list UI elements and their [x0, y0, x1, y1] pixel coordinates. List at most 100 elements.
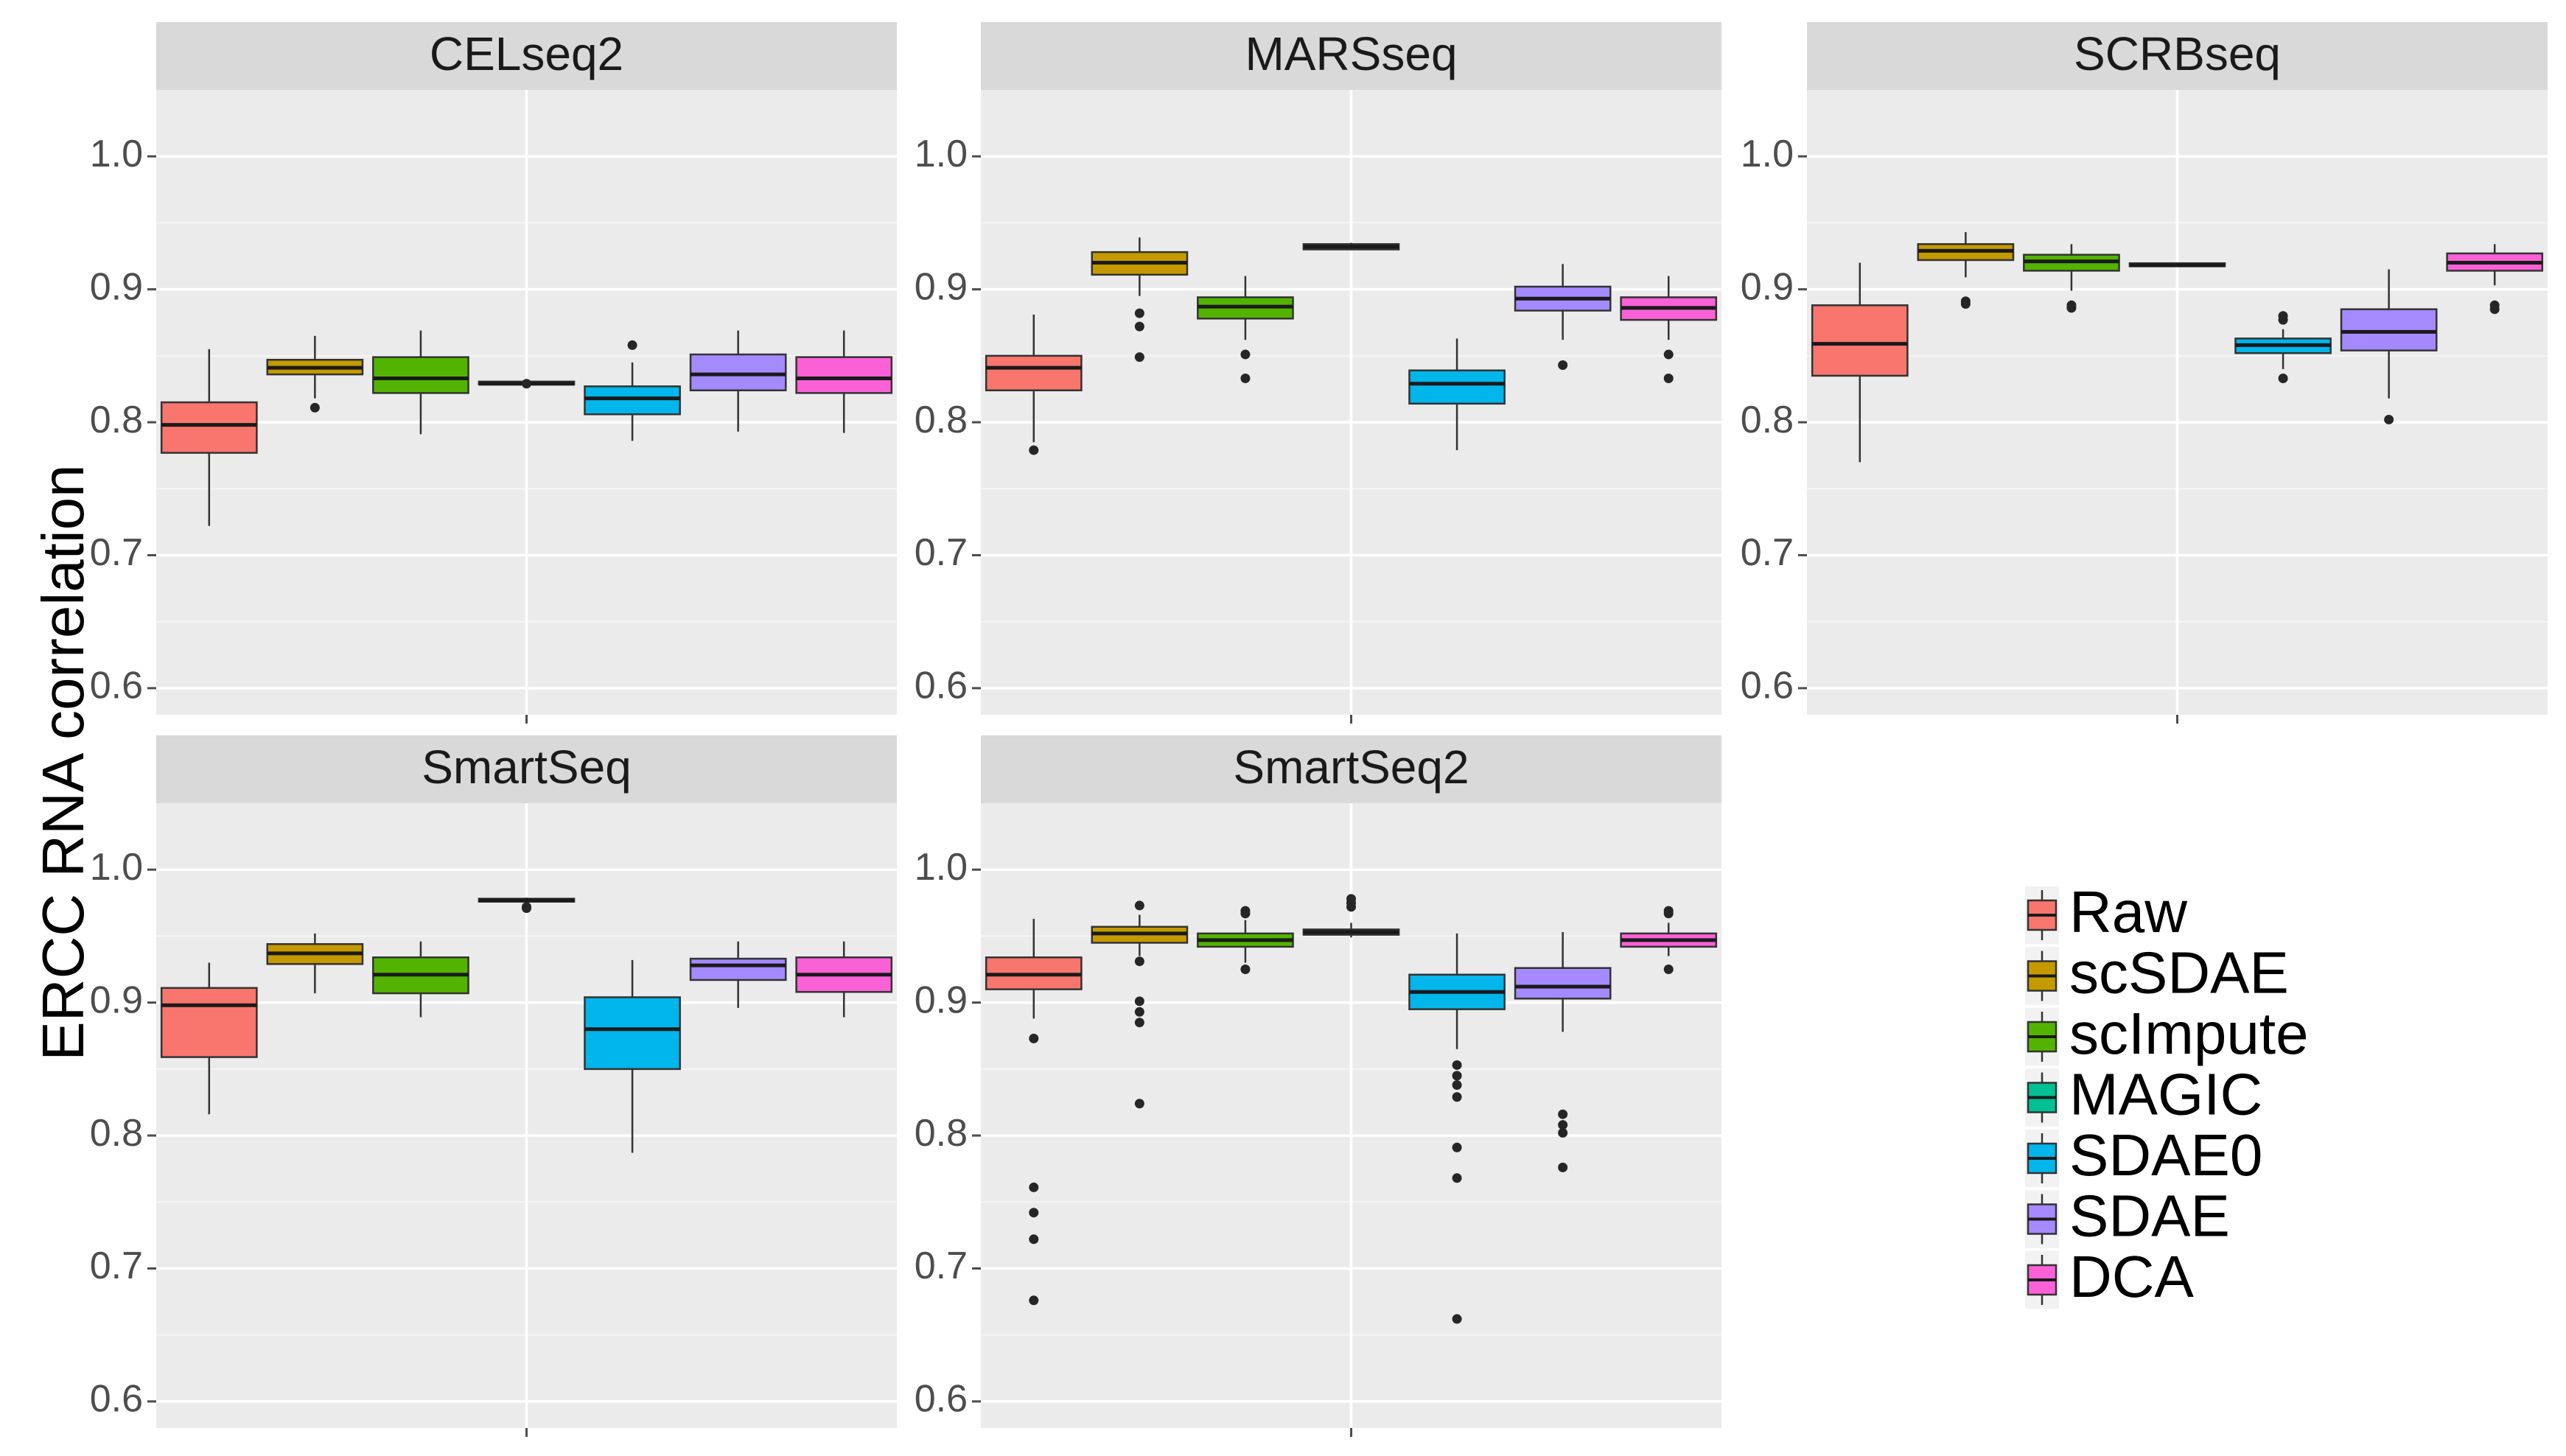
panel-strip	[156, 735, 897, 803]
box-iqr	[985, 354, 1083, 392]
legend-label: DCA	[2069, 1244, 2195, 1309]
outlier-point	[1240, 909, 1251, 919]
outlier-point	[1558, 1109, 1568, 1119]
box-sdae	[2340, 269, 2438, 424]
outlier-point	[1134, 900, 1144, 911]
panel-smartseq2: SmartSeq2 0.6 0.7 0.8 0.9 1.0	[915, 735, 1721, 1437]
box-raw	[160, 962, 258, 1115]
outlier-point	[1134, 1007, 1144, 1017]
outlier-point	[627, 340, 637, 350]
legend-label: scSDAE	[2069, 940, 2289, 1006]
outlier-point	[1663, 349, 1674, 360]
outlier-point	[1134, 308, 1144, 318]
box-iqr	[1408, 369, 1506, 405]
panel-title: SmartSeq2	[1233, 741, 1469, 794]
outlier-point	[1452, 1173, 1462, 1183]
y-tick-label: 0.6	[1741, 665, 1794, 707]
outlier-point	[1558, 1127, 1568, 1138]
box-magic	[1302, 894, 1400, 938]
outlier-point	[1663, 374, 1674, 384]
box-magic	[2128, 262, 2226, 267]
outlier-point	[1240, 374, 1251, 384]
legend-item-scsdae: scSDAE	[2025, 940, 2289, 1006]
box-iqr	[795, 356, 893, 394]
y-tick-label: 1.0	[915, 846, 968, 889]
outlier-point	[1029, 445, 1039, 455]
outlier-point	[1029, 1182, 1039, 1192]
y-tick-label: 1.0	[90, 133, 143, 175]
box-magic	[478, 897, 576, 914]
outlier-point	[1452, 1080, 1462, 1091]
outlier-point	[522, 379, 531, 389]
panel-title: CELseq2	[430, 27, 623, 80]
y-tick-label: 0.7	[90, 1245, 143, 1287]
outlier-point	[1558, 1162, 1568, 1172]
y-tick-label: 0.6	[915, 1378, 968, 1421]
box-scsdae	[266, 335, 364, 413]
panel-title: SCRBseq	[2074, 27, 2281, 80]
outlier-point	[1452, 1142, 1462, 1152]
y-tick-label: 0.9	[90, 979, 143, 1021]
legend-label: MAGIC	[2069, 1062, 2262, 1127]
box-sdae0	[584, 340, 681, 441]
y-tick-label: 0.6	[90, 665, 143, 707]
outlier-point	[310, 402, 320, 413]
box-iqr	[584, 385, 681, 416]
box-scimpute	[2023, 244, 2120, 313]
box-raw	[1811, 262, 1909, 463]
legend-item-sdae: SDAE	[2025, 1183, 2230, 1249]
outlier-point	[1029, 1234, 1039, 1245]
box-iqr	[160, 987, 258, 1058]
outlier-point	[1134, 321, 1144, 332]
box-dca	[2446, 244, 2544, 315]
legend-label: scImpute	[2069, 1001, 2309, 1066]
legend-item-raw: Raw	[2025, 879, 2187, 945]
outlier-point	[1558, 360, 1568, 370]
y-tick-label: 0.6	[915, 665, 968, 707]
y-tick-label: 0.7	[915, 1245, 968, 1287]
y-tick-label: 0.7	[1741, 531, 1794, 574]
outlier-point	[1960, 298, 1971, 309]
box-dca	[1620, 906, 1718, 975]
box-iqr	[160, 401, 258, 454]
y-tick-label: 0.9	[915, 265, 968, 308]
y-tick-label: 0.9	[90, 265, 143, 308]
y-tick-label: 0.7	[90, 531, 143, 574]
box-scsdae	[1091, 900, 1189, 1109]
outlier-point	[1663, 965, 1674, 975]
box-magic	[478, 379, 576, 389]
outlier-point	[1240, 349, 1251, 360]
box-iqr	[1811, 304, 1909, 377]
box-iqr	[584, 996, 681, 1071]
panel-title: SmartSeq	[422, 741, 632, 794]
y-tick-label: 1.0	[90, 846, 143, 889]
legend-label: SDAE	[2069, 1183, 2230, 1249]
panel-scrbseq: SCRBseq 0.6 0.7 0.8 0.9 1.0	[1741, 22, 2548, 724]
facet-panels: CELseq2 0.6 0.7 0.8 0.9 1.0 MARSseq 0.6 0.7 0.8 0.…	[90, 22, 2548, 1437]
y-tick-label: 0.7	[915, 531, 968, 574]
box-dca	[795, 941, 893, 1018]
box-iqr	[2340, 308, 2438, 351]
box-scimpute	[1197, 906, 1294, 975]
y-tick-label: 0.6	[90, 1378, 143, 1421]
panel-celseq2: CELseq2 0.6 0.7 0.8 0.9 1.0	[90, 22, 897, 724]
legend-item-magic: MAGIC	[2025, 1062, 2262, 1127]
box-scsdae	[266, 933, 364, 994]
box-sdae0	[1408, 933, 1506, 1324]
outlier-point	[1346, 902, 1356, 912]
outlier-point	[1029, 1295, 1039, 1306]
panel-strip	[156, 22, 897, 90]
outlier-point	[1029, 1208, 1039, 1218]
legend-label: SDAE0	[2069, 1122, 2262, 1188]
outlier-point	[1029, 1033, 1039, 1043]
panel-strip	[981, 22, 1721, 90]
y-axis-label: ERCC RNA correlation	[30, 464, 96, 1060]
outlier-point	[1452, 1314, 1462, 1324]
panel-strip	[981, 735, 1721, 803]
legend-item-dca: DCA	[2025, 1244, 2195, 1309]
box-magic	[1302, 242, 1400, 251]
panel-title: MARSseq	[1245, 27, 1457, 80]
box-sdae	[689, 330, 787, 432]
